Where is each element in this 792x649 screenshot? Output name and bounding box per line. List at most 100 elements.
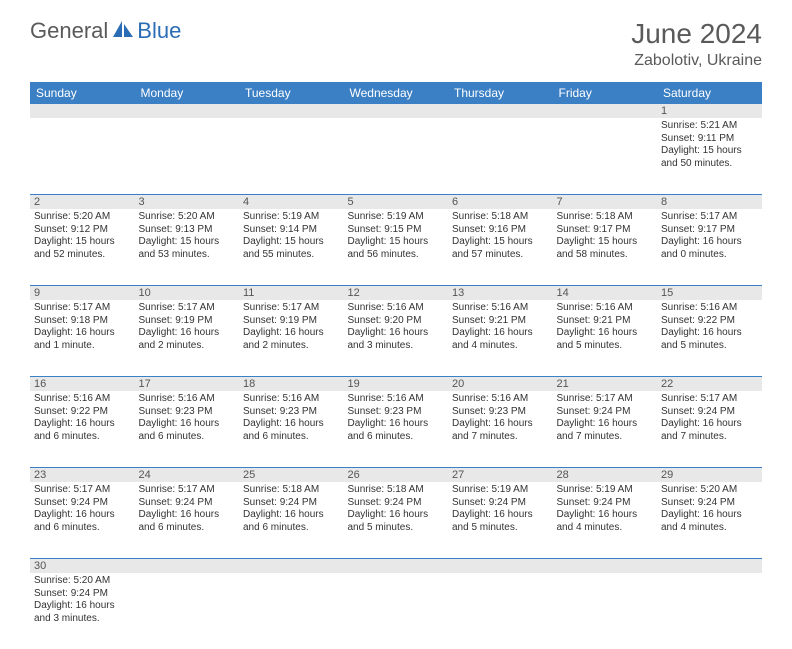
sunrise-text: Sunrise: 5:19 AM — [452, 484, 549, 497]
day-number — [135, 559, 240, 573]
sunset-text: Sunset: 9:21 PM — [452, 315, 549, 328]
day-number: 30 — [30, 559, 135, 573]
daylight-text: Daylight: 15 hours and 57 minutes. — [452, 236, 549, 261]
sunset-text: Sunset: 9:22 PM — [661, 315, 758, 328]
day-cell: Sunrise: 5:19 AMSunset: 9:24 PMDaylight:… — [448, 482, 553, 558]
sunrise-text: Sunrise: 5:19 AM — [243, 211, 340, 224]
weekday-header: Tuesday — [239, 82, 344, 104]
daylight-text: Daylight: 16 hours and 4 minutes. — [557, 509, 654, 534]
week-row: Sunrise: 5:17 AMSunset: 9:18 PMDaylight:… — [30, 300, 762, 377]
day-cell: Sunrise: 5:16 AMSunset: 9:22 PMDaylight:… — [657, 300, 762, 376]
weekday-header: Thursday — [448, 82, 553, 104]
sunset-text: Sunset: 9:23 PM — [139, 406, 236, 419]
sail-icon — [112, 20, 134, 43]
sunset-text: Sunset: 9:18 PM — [34, 315, 131, 328]
sunrise-text: Sunrise: 5:17 AM — [661, 211, 758, 224]
sunset-text: Sunset: 9:12 PM — [34, 224, 131, 237]
weekday-header: Wednesday — [344, 82, 449, 104]
sunset-text: Sunset: 9:20 PM — [348, 315, 445, 328]
day-number: 18 — [239, 377, 344, 391]
day-number: 28 — [553, 468, 658, 482]
day-cell: Sunrise: 5:18 AMSunset: 9:24 PMDaylight:… — [344, 482, 449, 558]
sunset-text: Sunset: 9:19 PM — [139, 315, 236, 328]
day-cell — [135, 118, 240, 194]
day-number: 24 — [135, 468, 240, 482]
month-title: June 2024 — [631, 18, 762, 50]
logo-text-general: General — [30, 18, 108, 44]
sunrise-text: Sunrise: 5:20 AM — [34, 211, 131, 224]
daylight-text: Daylight: 15 hours and 56 minutes. — [348, 236, 445, 261]
daylight-text: Daylight: 16 hours and 2 minutes. — [139, 327, 236, 352]
day-cell: Sunrise: 5:16 AMSunset: 9:21 PMDaylight:… — [448, 300, 553, 376]
week-row: Sunrise: 5:17 AMSunset: 9:24 PMDaylight:… — [30, 482, 762, 559]
day-number — [344, 104, 449, 118]
weekday-header-row: SundayMondayTuesdayWednesdayThursdayFrid… — [30, 82, 762, 104]
day-cell: Sunrise: 5:19 AMSunset: 9:14 PMDaylight:… — [239, 209, 344, 285]
day-number — [135, 104, 240, 118]
day-number — [448, 559, 553, 573]
sunrise-text: Sunrise: 5:18 AM — [557, 211, 654, 224]
day-cell — [448, 573, 553, 649]
day-cell: Sunrise: 5:16 AMSunset: 9:22 PMDaylight:… — [30, 391, 135, 467]
day-cell — [239, 573, 344, 649]
daylight-text: Daylight: 16 hours and 7 minutes. — [452, 418, 549, 443]
sunset-text: Sunset: 9:24 PM — [557, 497, 654, 510]
daylight-text: Daylight: 16 hours and 1 minute. — [34, 327, 131, 352]
sunset-text: Sunset: 9:17 PM — [661, 224, 758, 237]
day-number: 19 — [344, 377, 449, 391]
daylight-text: Daylight: 15 hours and 58 minutes. — [557, 236, 654, 261]
day-number: 14 — [553, 286, 658, 300]
sunset-text: Sunset: 9:23 PM — [243, 406, 340, 419]
day-number: 12 — [344, 286, 449, 300]
sunset-text: Sunset: 9:24 PM — [557, 406, 654, 419]
day-cell: Sunrise: 5:20 AMSunset: 9:24 PMDaylight:… — [657, 482, 762, 558]
day-cell — [344, 573, 449, 649]
day-number: 11 — [239, 286, 344, 300]
daylight-text: Daylight: 16 hours and 7 minutes. — [557, 418, 654, 443]
daylight-text: Daylight: 15 hours and 50 minutes. — [661, 145, 758, 170]
sunset-text: Sunset: 9:24 PM — [661, 406, 758, 419]
day-number: 25 — [239, 468, 344, 482]
day-cell — [239, 118, 344, 194]
day-cell: Sunrise: 5:19 AMSunset: 9:24 PMDaylight:… — [553, 482, 658, 558]
day-number: 13 — [448, 286, 553, 300]
sunrise-text: Sunrise: 5:18 AM — [348, 484, 445, 497]
day-number-row: 23242526272829 — [30, 468, 762, 482]
day-number: 20 — [448, 377, 553, 391]
header: General Blue June 2024 Zabolotiv, Ukrain… — [0, 0, 792, 78]
day-cell: Sunrise: 5:18 AMSunset: 9:24 PMDaylight:… — [239, 482, 344, 558]
sunrise-text: Sunrise: 5:16 AM — [452, 302, 549, 315]
week-row: Sunrise: 5:21 AMSunset: 9:11 PMDaylight:… — [30, 118, 762, 195]
daylight-text: Daylight: 16 hours and 6 minutes. — [243, 509, 340, 534]
day-cell — [135, 573, 240, 649]
daylight-text: Daylight: 16 hours and 7 minutes. — [661, 418, 758, 443]
sunrise-text: Sunrise: 5:17 AM — [34, 302, 131, 315]
daylight-text: Daylight: 15 hours and 52 minutes. — [34, 236, 131, 261]
daylight-text: Daylight: 16 hours and 3 minutes. — [34, 600, 131, 625]
sunrise-text: Sunrise: 5:17 AM — [34, 484, 131, 497]
calendar: SundayMondayTuesdayWednesdayThursdayFrid… — [30, 82, 762, 649]
day-number: 10 — [135, 286, 240, 300]
day-number: 1 — [657, 104, 762, 118]
daylight-text: Daylight: 15 hours and 55 minutes. — [243, 236, 340, 261]
sunrise-text: Sunrise: 5:17 AM — [243, 302, 340, 315]
day-cell: Sunrise: 5:17 AMSunset: 9:19 PMDaylight:… — [239, 300, 344, 376]
day-number: 8 — [657, 195, 762, 209]
day-cell: Sunrise: 5:16 AMSunset: 9:23 PMDaylight:… — [135, 391, 240, 467]
day-cell — [344, 118, 449, 194]
sunset-text: Sunset: 9:24 PM — [139, 497, 236, 510]
daylight-text: Daylight: 16 hours and 6 minutes. — [34, 509, 131, 534]
sunset-text: Sunset: 9:24 PM — [243, 497, 340, 510]
week-row: Sunrise: 5:16 AMSunset: 9:22 PMDaylight:… — [30, 391, 762, 468]
sunset-text: Sunset: 9:14 PM — [243, 224, 340, 237]
day-number: 3 — [135, 195, 240, 209]
day-number: 27 — [448, 468, 553, 482]
day-number: 16 — [30, 377, 135, 391]
sunrise-text: Sunrise: 5:16 AM — [243, 393, 340, 406]
day-number-row: 1 — [30, 104, 762, 118]
weekday-header: Monday — [135, 82, 240, 104]
logo: General Blue — [30, 18, 181, 44]
sunset-text: Sunset: 9:23 PM — [348, 406, 445, 419]
sunrise-text: Sunrise: 5:18 AM — [243, 484, 340, 497]
sunrise-text: Sunrise: 5:16 AM — [348, 393, 445, 406]
